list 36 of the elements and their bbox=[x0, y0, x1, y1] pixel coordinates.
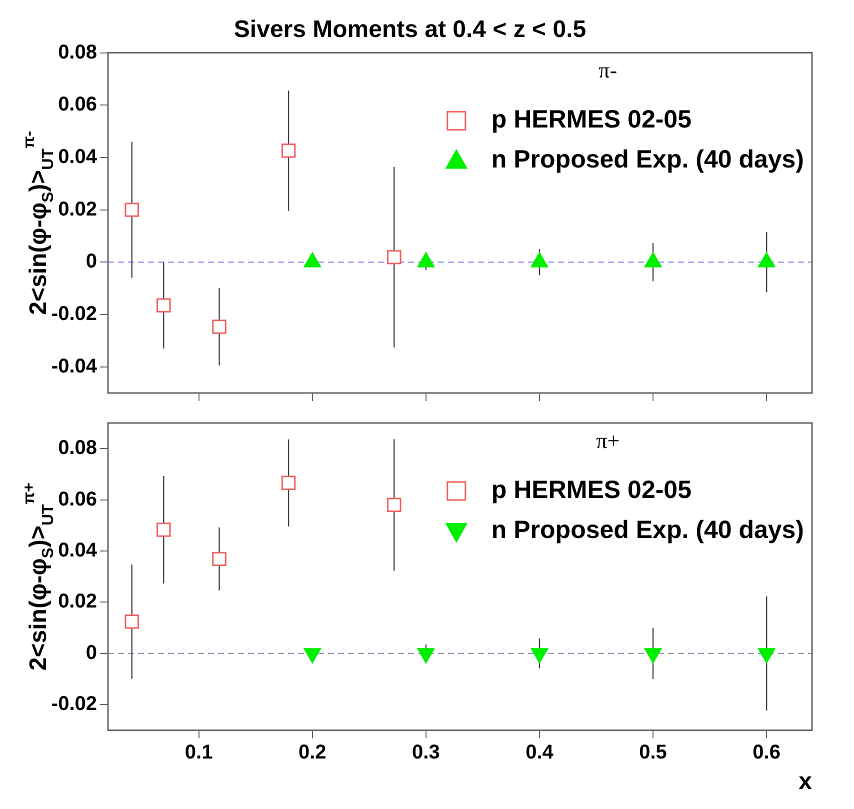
point bbox=[530, 648, 548, 664]
x-tick-label: 0.3 bbox=[412, 742, 440, 764]
y-tick-label: 0.08 bbox=[58, 41, 97, 64]
point bbox=[644, 648, 662, 664]
x-tick-label: 0.2 bbox=[298, 742, 326, 764]
x-axis-title: x bbox=[798, 768, 813, 796]
y-tick-label: 0 bbox=[86, 250, 97, 273]
point bbox=[417, 648, 434, 664]
annotation: π+ bbox=[596, 428, 620, 453]
chart-title: Sivers Moments at 0.4 < z < 0.5 bbox=[234, 16, 586, 44]
y-axis-title: 2<sin(φ-φS)>UTπ+ bbox=[21, 482, 57, 671]
legend-label: n Proposed Exp. (40 days) bbox=[491, 516, 804, 544]
x-tick-label: 0.5 bbox=[639, 742, 667, 764]
y-tick-label: -0.04 bbox=[51, 355, 98, 378]
point bbox=[304, 648, 321, 664]
y-tick-label: 0.02 bbox=[58, 590, 97, 613]
y-tick-label: 0.04 bbox=[58, 540, 98, 562]
legend-label: p HERMES 02-05 bbox=[491, 106, 692, 134]
x-tick-label: 0.1 bbox=[184, 742, 213, 764]
y-tick-label: 0.04 bbox=[58, 146, 98, 168]
y-tick-label: 0.08 bbox=[58, 437, 97, 460]
point bbox=[758, 648, 776, 664]
point bbox=[387, 498, 402, 512]
point bbox=[156, 522, 171, 537]
point bbox=[212, 552, 226, 566]
y-tick-label: 0 bbox=[86, 642, 97, 664]
x-tick-label: 0.6 bbox=[752, 742, 780, 764]
point bbox=[281, 476, 296, 490]
y-tick-label: -0.02 bbox=[51, 693, 97, 716]
y-tick-label: 0.06 bbox=[58, 94, 97, 116]
legend-label: n Proposed Exp. (40 days) bbox=[491, 146, 804, 174]
y-tick-label: 0.06 bbox=[58, 488, 97, 510]
annotation: π- bbox=[598, 58, 618, 83]
x-tick-label: 0.4 bbox=[526, 742, 554, 764]
legend-label: p HERMES 02-05 bbox=[491, 476, 692, 504]
y-tick-label: 0.02 bbox=[58, 198, 97, 220]
